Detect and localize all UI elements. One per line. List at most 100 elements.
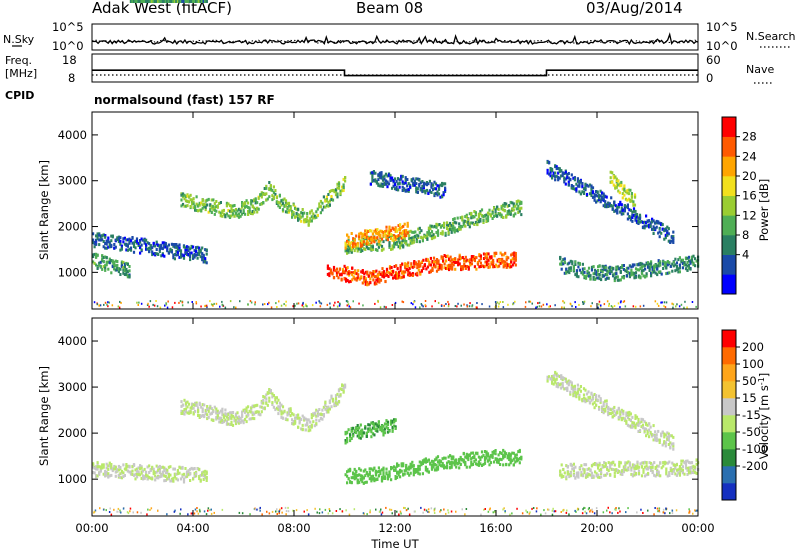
heatmap-cell (641, 474, 643, 477)
heatmap-cell (434, 265, 436, 268)
heatmap-cell (419, 273, 421, 276)
heatmap-cell (430, 191, 432, 194)
heatmap-cell (407, 222, 409, 225)
heatmap-cell (588, 267, 590, 270)
heatmap-cell (448, 232, 450, 235)
heatmap-cell (154, 305, 156, 307)
heatmap-cell (327, 411, 329, 414)
heatmap-cell (122, 463, 124, 466)
heatmap-cell (612, 306, 614, 308)
heatmap-cell (106, 304, 108, 306)
heatmap-cell (604, 409, 606, 412)
heatmap-cell (608, 277, 610, 280)
heatmap-cell (543, 304, 545, 306)
cpid-value: normalsound (fast) 157 RF (94, 93, 275, 107)
heatmap-cell (573, 463, 575, 466)
heatmap-cell (620, 461, 622, 464)
heatmap-cell (279, 195, 281, 198)
freq-unit-label: [MHz] (5, 67, 37, 80)
heatmap-cell (215, 210, 217, 213)
heatmap-cell (115, 475, 117, 478)
noise-right-tick-top: 10^5 (706, 20, 738, 34)
heatmap-cell (609, 303, 611, 305)
heatmap-cell (515, 255, 517, 258)
heatmap-cell (339, 305, 341, 307)
heatmap-cell (437, 234, 439, 237)
heatmap-cell (420, 229, 422, 232)
heatmap-cell (323, 413, 325, 416)
heatmap-cell (471, 305, 473, 307)
heatmap-cell (235, 307, 237, 309)
heatmap-cell (329, 399, 331, 402)
heatmap-cell (519, 461, 521, 464)
heatmap-cell (600, 278, 602, 281)
heatmap-cell (614, 475, 616, 478)
heatmap-cell (627, 212, 629, 215)
heatmap-cell (378, 466, 380, 469)
heatmap-cell (138, 470, 140, 473)
heatmap-cell (323, 195, 325, 198)
heatmap-cell (300, 220, 302, 223)
heatmap-cell (672, 241, 674, 244)
heatmap-cell (447, 301, 449, 303)
heatmap-cell (636, 213, 638, 216)
heatmap-cell (571, 173, 573, 176)
heatmap-cell (318, 408, 320, 411)
heatmap-cell (487, 252, 489, 255)
heatmap-cell (646, 272, 648, 275)
heatmap-cell (476, 302, 478, 304)
heatmap-cell (480, 262, 482, 265)
heatmap-cell (398, 464, 400, 467)
heatmap-cell (397, 267, 399, 270)
heatmap-cell (294, 420, 296, 423)
y-tick-label: 4000 (58, 128, 87, 142)
heatmap-cell (300, 418, 302, 421)
heatmap-cell (353, 300, 355, 302)
heatmap-cell (634, 196, 636, 199)
heatmap-cell (577, 384, 579, 387)
heatmap-cell (508, 204, 510, 207)
heatmap-cell (332, 199, 334, 202)
heatmap-cell (330, 195, 332, 198)
heatmap-cell (190, 411, 192, 414)
heatmap-cell (189, 479, 191, 482)
heatmap-cell (183, 473, 185, 476)
heatmap-cell (357, 244, 359, 247)
heatmap-cell (401, 470, 403, 473)
heatmap-cell (118, 306, 120, 308)
heatmap-cell (186, 204, 188, 207)
heatmap-cell (255, 301, 257, 303)
heatmap-cell (623, 301, 625, 303)
heatmap-cell (434, 236, 436, 239)
heatmap-cell (337, 306, 339, 308)
heatmap-cell (379, 472, 381, 475)
heatmap-cell (348, 477, 350, 480)
heatmap-cell (214, 213, 216, 216)
heatmap-cell (512, 303, 514, 305)
heatmap-cell (193, 197, 195, 200)
heatmap-cell (583, 394, 585, 397)
heatmap-cell (444, 263, 446, 266)
heatmap-cell (369, 277, 371, 280)
heatmap-cell (268, 302, 270, 304)
heatmap-cell (224, 409, 226, 412)
heatmap-cell (492, 259, 494, 262)
heatmap-cell (262, 402, 264, 405)
heatmap-cell (344, 180, 346, 183)
heatmap-cell (148, 250, 150, 253)
heatmap-cell (570, 267, 572, 270)
heatmap-cell (164, 305, 166, 307)
heatmap-cell (592, 190, 594, 193)
heatmap-cell (122, 471, 124, 474)
heatmap-cell (507, 304, 509, 306)
heatmap-cell (589, 274, 591, 277)
heatmap-cell (303, 212, 305, 215)
heatmap-cell (344, 384, 346, 387)
heatmap-cell (373, 433, 375, 436)
heatmap-cell (473, 454, 475, 457)
heatmap-cell (505, 463, 507, 466)
heatmap-cell (525, 301, 527, 303)
heatmap-cell (565, 183, 567, 186)
heatmap-cell (372, 246, 374, 249)
heatmap-cell (612, 267, 614, 270)
